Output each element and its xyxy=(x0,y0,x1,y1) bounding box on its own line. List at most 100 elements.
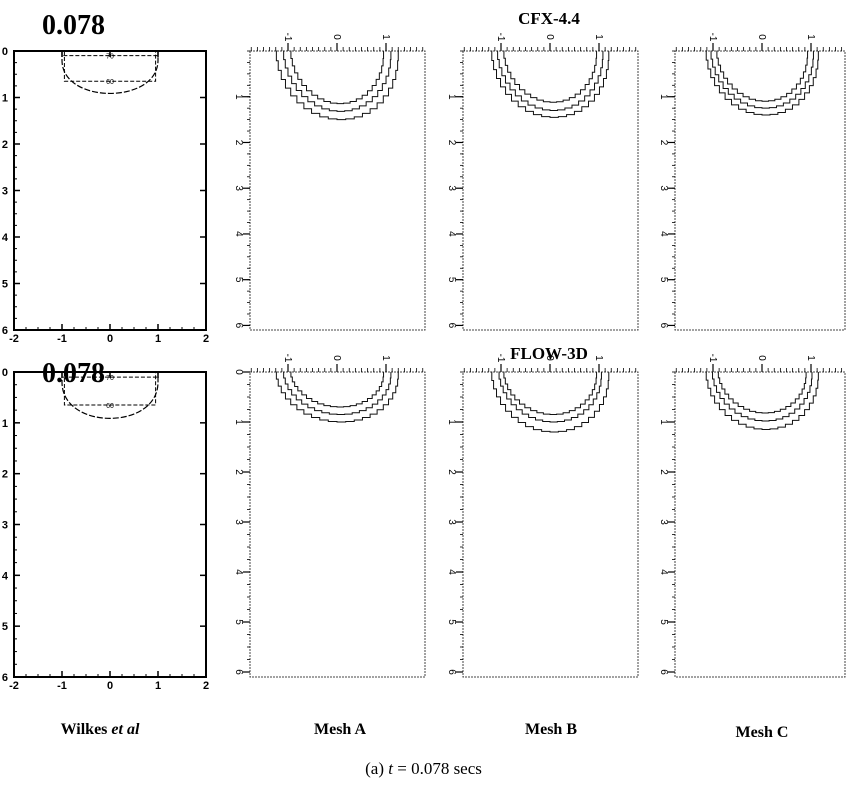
time-label-top: 0.078 xyxy=(42,10,105,41)
contour-line xyxy=(705,50,819,116)
x-tick-label: 1 xyxy=(155,333,161,345)
column-label-mesh-c: Mesh C xyxy=(735,724,789,741)
y-tick-label: 3 xyxy=(2,186,8,198)
contour-level-label: 70 xyxy=(106,54,114,61)
x-tick-label: -1 xyxy=(282,33,293,42)
panel-mesh-cfx-c: -1 0 1 1 2 3 4 5 6 xyxy=(658,33,846,331)
y-tick-label: 3 xyxy=(233,185,244,191)
y-tick-label: 5 xyxy=(233,619,244,625)
y-tick-label: 2 xyxy=(233,140,244,146)
column-label-wilkes-suffix: et al xyxy=(111,721,140,738)
y-tick-label: 4 xyxy=(446,569,457,575)
contour-line xyxy=(710,50,814,109)
caption-variable: t xyxy=(388,759,393,778)
y-tick-label: 4 xyxy=(233,569,244,575)
x-tick-label: 0 xyxy=(756,355,767,361)
y-tick-label: 1 xyxy=(233,94,244,100)
y-tick-label: 0 xyxy=(2,46,8,58)
y-tick-label: 6 xyxy=(446,669,457,675)
panel-frame xyxy=(462,371,639,678)
y-tick-label: 3 xyxy=(446,185,457,191)
caption-equals: = xyxy=(397,759,407,778)
y-tick-label: 1 xyxy=(233,419,244,425)
x-tick-label: -1 xyxy=(495,354,506,363)
contour-line xyxy=(63,51,157,82)
contour-line xyxy=(498,371,602,423)
y-tick-label: 1 xyxy=(658,419,669,425)
column-label-wilkes: Wilkes et al xyxy=(10,722,190,738)
contour-line xyxy=(283,50,392,112)
y-tick-label: 6 xyxy=(446,323,457,329)
x-tick-label: 0 xyxy=(544,355,555,361)
y-tick-label: 6 xyxy=(2,325,8,337)
y-tick-label: 0 xyxy=(2,367,8,379)
contour-line xyxy=(491,50,610,118)
y-tick-label: 2 xyxy=(658,140,669,146)
x-tick-label: 1 xyxy=(593,34,604,40)
y-tick-label: 5 xyxy=(2,621,8,633)
x-tick-label: -1 xyxy=(57,680,67,692)
y-tick-label: 2 xyxy=(233,469,244,475)
contour-line xyxy=(63,372,157,406)
y-tick-label: 2 xyxy=(2,139,8,151)
y-tick-label: 6 xyxy=(658,323,669,329)
y-tick-label: 2 xyxy=(446,140,457,146)
contour-line xyxy=(717,371,807,414)
x-tick-label: -1 xyxy=(57,333,67,345)
contour-line xyxy=(283,371,392,415)
y-tick-label: 2 xyxy=(2,469,8,481)
panel-mesh-cfx-a: -1 0 1 1 2 3 4 5 6 xyxy=(233,33,426,331)
y-tick-label: 4 xyxy=(658,569,669,575)
x-tick-label: 0 xyxy=(107,333,113,345)
contour-line xyxy=(503,371,598,415)
panel-frame xyxy=(249,50,426,331)
contour-line xyxy=(503,50,598,103)
x-tick-label: 0 xyxy=(756,34,767,40)
caption-unit: secs xyxy=(453,759,482,778)
panel-mesh-flow-c: -1 0 1 1 2 3 4 5 6 xyxy=(658,354,846,678)
contour-level-label: 60 xyxy=(106,79,114,86)
contour-level-label: 70 xyxy=(106,375,114,382)
contour-line xyxy=(275,371,399,423)
x-tick-label: 1 xyxy=(380,355,391,361)
contour-line xyxy=(290,371,385,408)
x-tick-label: 2 xyxy=(203,333,209,345)
panel-frame xyxy=(249,371,426,678)
y-tick-label: 6 xyxy=(2,672,8,684)
x-tick-label: 0 xyxy=(331,34,342,40)
contour-line xyxy=(290,50,385,105)
y-tick-label: 6 xyxy=(658,669,669,675)
y-tick-label: 5 xyxy=(658,619,669,625)
contour-level-label: 60 xyxy=(106,403,114,410)
y-tick-label: 5 xyxy=(233,277,244,283)
y-tick-label: 5 xyxy=(2,279,8,291)
caption-value: 0.078 xyxy=(411,759,450,778)
panel-wilkes-bottom: 0 1 2 3 4 5 6-2 -1 0 1 2 70 60 xyxy=(2,367,209,692)
y-tick-label: 1 xyxy=(658,94,669,100)
y-tick-label: 5 xyxy=(446,277,457,283)
panel-frame xyxy=(674,371,846,678)
x-tick-label: -1 xyxy=(282,354,293,363)
contour-line xyxy=(491,371,610,433)
y-tick-label: 3 xyxy=(2,520,8,532)
row-title-cfx: CFX-4.4 xyxy=(518,9,580,28)
column-label-mesh-a: Mesh A xyxy=(314,721,366,738)
panel-mesh-cfx-b: -1 0 1 1 2 3 4 5 6 xyxy=(446,33,639,331)
panel-wilkes-top: 0 1 2 3 4 5 6-2 -1 0 1 2 70 60 xyxy=(2,46,209,345)
x-tick-label: 1 xyxy=(155,680,161,692)
contour-line xyxy=(275,50,399,121)
y-tick-label: 3 xyxy=(233,519,244,525)
y-tick-label: 3 xyxy=(658,519,669,525)
x-tick-label: 0 xyxy=(544,34,555,40)
y-tick-label: 5 xyxy=(658,277,669,283)
x-tick-label: -2 xyxy=(9,333,19,345)
figure-caption: (a) t = 0.078 secs xyxy=(0,759,847,779)
x-tick-label: -1 xyxy=(495,33,506,42)
contour-line xyxy=(61,51,159,95)
x-tick-label: 0 xyxy=(331,355,342,361)
panel-frame xyxy=(462,50,639,331)
caption-prefix: (a) xyxy=(365,759,384,778)
time-label-bottom: 0.078 xyxy=(42,358,105,389)
y-tick-label: 3 xyxy=(658,185,669,191)
